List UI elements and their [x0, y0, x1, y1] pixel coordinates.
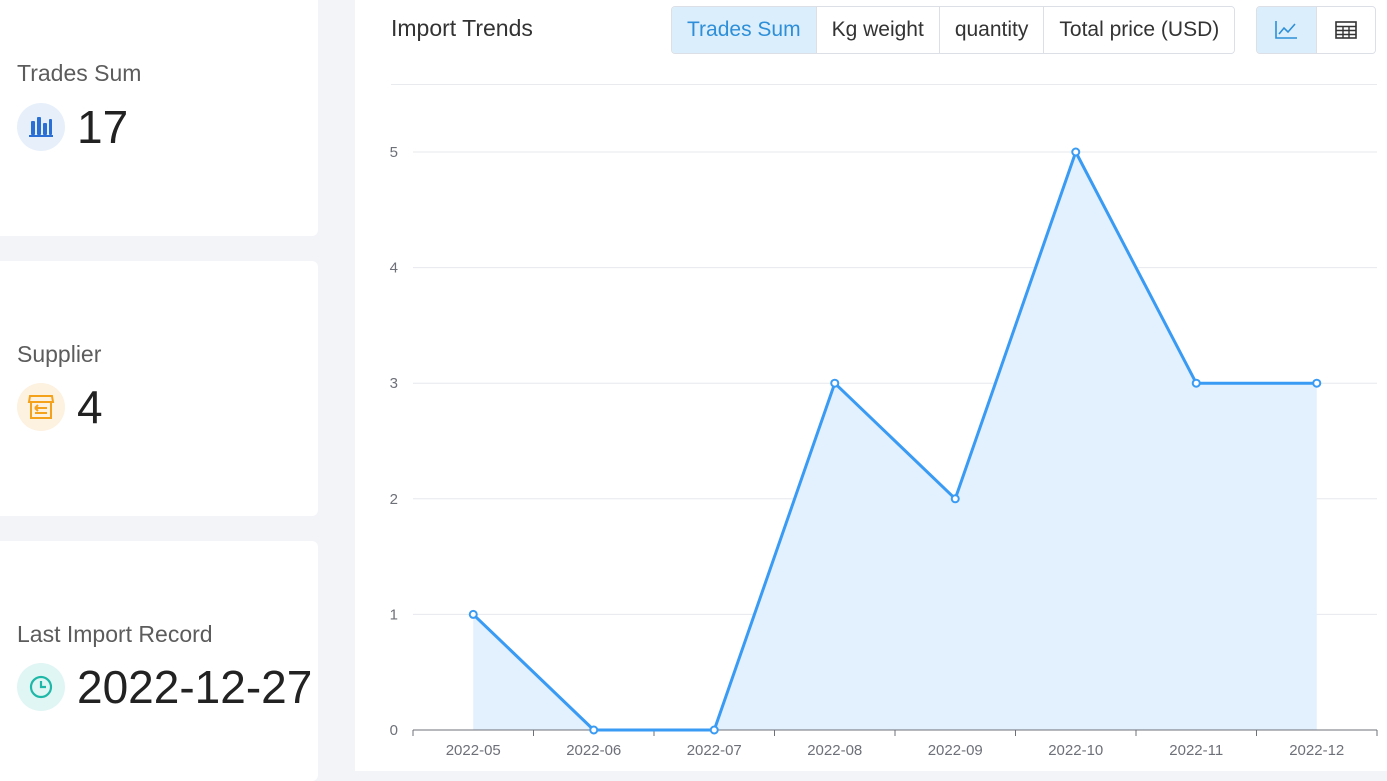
last-import-label: Last Import Record	[17, 621, 213, 647]
series-line	[472, 150, 1317, 732]
y-tick-label: 1	[390, 606, 398, 623]
clock-icon	[17, 663, 65, 711]
line-chart-icon	[1275, 21, 1298, 39]
tab-quantity[interactable]: quantity	[938, 7, 1044, 53]
stats-column: Trades Sum 17 Supplier	[0, 0, 318, 781]
x-tick-label: 2022-05	[446, 742, 501, 759]
x-tick-label: 2022-10	[1048, 742, 1103, 759]
y-tick-label: 5	[390, 144, 398, 161]
supplier-label: Supplier	[17, 341, 102, 367]
last-import-card: Last Import Record 2022-12-27	[0, 541, 318, 781]
supplier-card: Supplier 4	[0, 261, 318, 516]
data-point	[468, 609, 478, 619]
data-point	[950, 494, 960, 504]
data-point	[1312, 378, 1322, 388]
import-trends-panel: Import Trends Trades Sum Kg weight quant…	[355, 0, 1387, 771]
table-icon	[1335, 21, 1357, 39]
x-tick-label: 2022-08	[807, 742, 862, 759]
trades-sum-label: Trades Sum	[17, 60, 142, 86]
data-point	[709, 725, 719, 735]
trades-sum-value: 17	[77, 101, 129, 153]
data-point	[1071, 147, 1081, 157]
view-toggle	[1256, 6, 1376, 54]
store-icon	[17, 383, 65, 431]
trades-sum-row: 17	[17, 103, 128, 151]
y-tick-label: 0	[390, 722, 398, 739]
line-chart-view-button[interactable]	[1257, 7, 1316, 53]
data-point	[830, 378, 840, 388]
supplier-value: 4	[77, 381, 103, 433]
tab-kg-weight[interactable]: Kg weight	[815, 7, 939, 53]
data-point	[1191, 378, 1201, 388]
y-tick-label: 3	[390, 375, 398, 392]
supplier-row: 4	[17, 383, 103, 431]
metric-tabs: Trades Sum Kg weight quantity Total pric…	[671, 6, 1236, 54]
y-tick-label: 4	[390, 260, 398, 277]
x-tick-label: 2022-09	[928, 742, 983, 759]
chart-title: Import Trends	[391, 15, 533, 41]
x-tick-label: 2022-06	[566, 742, 621, 759]
y-tick-label: 2	[390, 491, 398, 508]
last-import-row: 2022-12-27	[17, 663, 312, 711]
tab-trades-sum[interactable]: Trades Sum	[672, 7, 816, 53]
tab-total-price[interactable]: Total price (USD)	[1043, 7, 1235, 53]
trades-chart: 0 1 2 3 4 5 2022-05 2022-06 2022-07 2022-08 2022-0…	[390, 144, 1378, 759]
trades-sum-card: Trades Sum 17	[0, 0, 318, 236]
bar-chart-icon	[17, 103, 65, 151]
last-import-value: 2022-12-27	[77, 661, 313, 713]
x-tick-label: 2022-12	[1289, 742, 1344, 759]
x-tick-label: 2022-07	[687, 742, 742, 759]
table-view-button[interactable]	[1315, 7, 1375, 53]
x-tick-label: 2022-11	[1169, 742, 1223, 759]
data-point	[589, 725, 599, 735]
header-divider	[391, 84, 1377, 85]
